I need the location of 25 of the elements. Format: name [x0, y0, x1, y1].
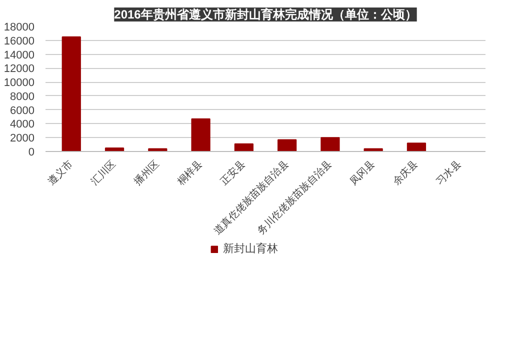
x-tick-label: 凤冈县	[348, 158, 378, 188]
bar	[320, 137, 340, 152]
chart-title: 2016年贵州省遵义市新封山育林完成情况（单位：公顷）	[114, 8, 417, 22]
x-tick-label: 遵义市	[46, 158, 76, 188]
legend-label: 新封山育林	[223, 242, 278, 256]
x-tick-label: 余庆县	[390, 158, 420, 188]
y-tick-label: 12000	[4, 63, 35, 76]
x-tick-label: 播州区	[132, 158, 162, 188]
y-tick-label: 0	[28, 146, 35, 158]
bar	[406, 142, 426, 152]
x-tick-label: 习水县	[434, 158, 464, 188]
x-tick-label: 正安县	[218, 158, 248, 188]
bar	[191, 118, 210, 152]
x-tick-label: 汇川区	[88, 158, 118, 188]
y-tick-label: 6000	[10, 104, 35, 117]
y-tick-label: 4000	[10, 118, 35, 131]
y-tick-label: 2000	[10, 132, 35, 145]
bar	[278, 139, 297, 152]
bar	[62, 36, 81, 152]
y-tick-label: 10000	[4, 77, 35, 90]
y-tick-label: 16000	[4, 35, 35, 48]
y-tick-label: 18000	[4, 22, 35, 34]
y-tick-label: 8000	[10, 90, 35, 103]
y-tick-label: 14000	[4, 49, 35, 62]
x-tick-label: 桐梓县	[174, 158, 205, 188]
